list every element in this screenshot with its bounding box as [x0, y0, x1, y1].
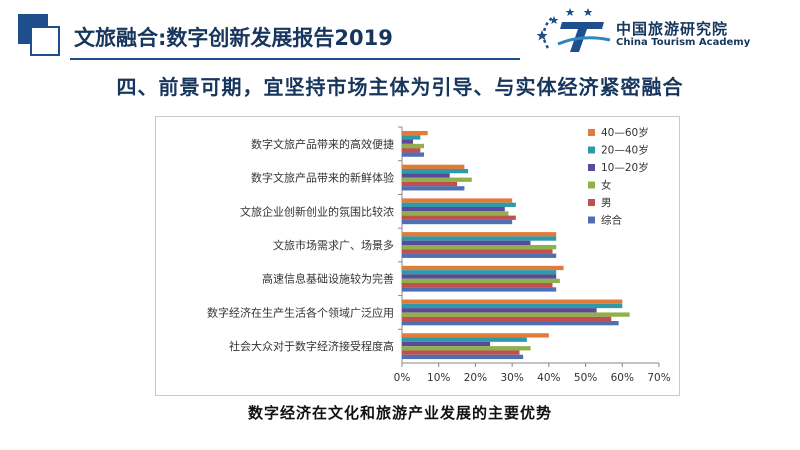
bar	[402, 245, 557, 250]
x-tick-label: 10%	[427, 372, 450, 384]
legend-label: 10—20岁	[601, 161, 649, 174]
bar	[402, 287, 557, 292]
bar	[402, 308, 597, 313]
category-label: 数字文旅产品带来的高效便捷	[251, 137, 394, 151]
category-label: 社会大众对于数字经济接受程度高	[229, 339, 394, 353]
x-tick-label: 0%	[394, 372, 411, 384]
logo-name-en: China Tourism Academy	[616, 37, 751, 48]
header-underline	[70, 58, 520, 60]
bar-chart: 0% 10% 20% 30% 40% 50% 60% 70% 数字文旅产品带来的高效便捷数字文旅…	[207, 126, 671, 384]
legend-swatch	[588, 129, 595, 136]
category-label: 数字文旅产品带来的新鲜体验	[251, 171, 394, 185]
bar	[402, 215, 516, 220]
bar	[402, 186, 465, 191]
x-tick-label: 40%	[537, 372, 560, 384]
bar	[402, 253, 557, 258]
legend-swatch	[588, 164, 595, 171]
bar	[402, 312, 630, 317]
x-tick-label: 70%	[647, 372, 670, 384]
legend-swatch	[588, 199, 595, 206]
bar	[402, 274, 557, 279]
legend-label: 40—60岁	[601, 126, 649, 139]
section-subtitle: 四、前景可期，宜坚持市场主体为引导、与实体经济紧密融合	[116, 75, 684, 99]
bar	[402, 354, 524, 360]
chart-caption: 数字经济在文化和旅游产业发展的主要优势	[247, 404, 552, 422]
bar	[402, 346, 531, 351]
decor-square-front	[30, 26, 60, 56]
legend-label: 综合	[601, 214, 622, 227]
bar	[402, 181, 458, 187]
bar	[402, 236, 557, 241]
legend-swatch	[588, 181, 595, 189]
header-decoration	[18, 14, 62, 58]
bar	[402, 265, 564, 271]
x-tick-label: 50%	[574, 372, 597, 384]
bar	[402, 337, 527, 342]
category-label: 文旅市场需求广、场景多	[273, 238, 394, 252]
bar	[402, 198, 513, 203]
legend-swatch	[588, 146, 595, 154]
bar	[402, 211, 509, 216]
bar	[402, 130, 428, 136]
bar	[402, 278, 560, 284]
bar	[402, 173, 450, 178]
bar	[402, 139, 414, 144]
bar	[402, 341, 491, 347]
x-tick-label: 30%	[500, 372, 523, 384]
bar	[402, 321, 619, 326]
bar	[402, 148, 421, 153]
bar	[402, 303, 623, 309]
logo-emblem-icon	[536, 8, 611, 52]
bar	[402, 333, 549, 338]
bar	[402, 168, 469, 174]
bar	[402, 202, 516, 207]
x-tick-label: 20%	[464, 372, 487, 384]
bar	[402, 232, 557, 237]
x-tick-label: 60%	[611, 372, 634, 384]
bar	[402, 249, 553, 254]
bar	[402, 206, 505, 212]
bar	[402, 350, 520, 355]
category-label: 文旅企业创新创业的氛围比较浓	[240, 204, 394, 218]
china-tourism-academy-logo	[536, 8, 611, 52]
bar	[402, 219, 513, 225]
bar	[402, 143, 425, 149]
bar	[402, 270, 557, 275]
bar	[402, 299, 623, 304]
legend-label: 女	[601, 179, 612, 192]
bar	[402, 164, 465, 169]
bar	[402, 283, 553, 288]
bar	[402, 152, 425, 157]
bar-chart-frame: 0% 10% 20% 30% 40% 50% 60% 70% 数字文旅产品带来的高效便捷 数字文旅…	[155, 116, 680, 396]
bar	[402, 240, 531, 245]
bar	[402, 316, 612, 322]
bar	[402, 135, 421, 140]
legend-swatch	[588, 216, 595, 224]
page-title: 文旅融合:数字创新发展报告2019	[74, 26, 393, 50]
category-label: 数字经济在生产生活各个领域广泛应用	[207, 305, 394, 319]
legend-label: 20—40岁	[601, 144, 649, 157]
bar	[402, 177, 472, 182]
logo-name-cn: 中国旅游研究院	[616, 20, 729, 38]
category-label: 高速信息基础设施较为完善	[262, 272, 394, 286]
legend-label: 男	[601, 197, 612, 209]
